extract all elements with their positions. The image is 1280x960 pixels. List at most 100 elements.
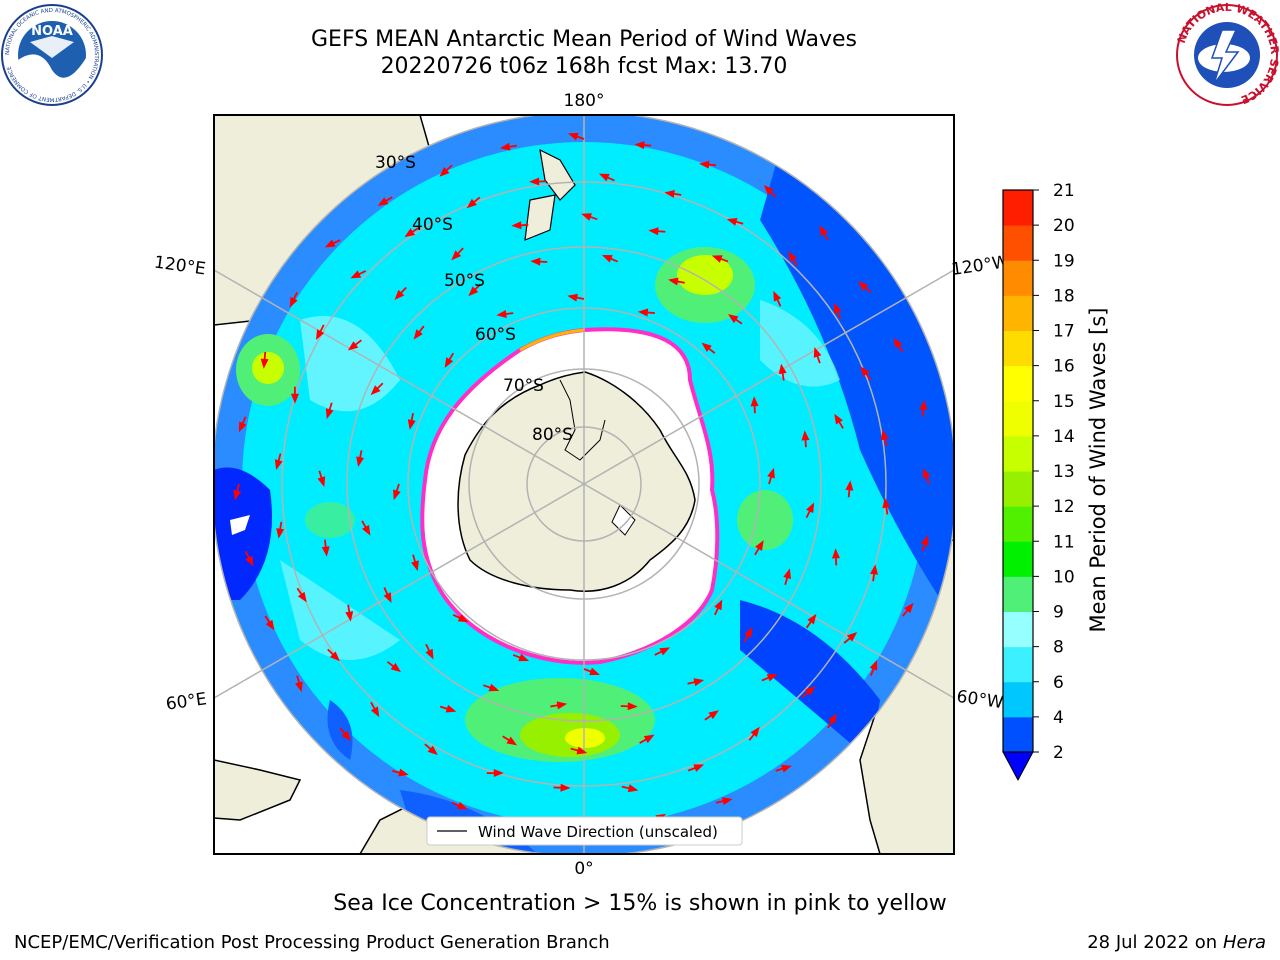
wind-arrow-head	[413, 329, 423, 340]
wind-arrow-head	[801, 430, 810, 441]
colorbar-tick-label: 6	[1053, 673, 1064, 693]
wind-arrow-head	[233, 489, 242, 501]
colorbar-tick-label: 4	[1053, 708, 1064, 728]
wind-arrow-head	[457, 614, 469, 623]
wind-arrow-head	[807, 613, 817, 625]
wind-arrow-head	[324, 239, 336, 248]
wind-arrow-head	[870, 564, 878, 575]
wind-arrow-head	[356, 456, 365, 468]
colorbar-swatch	[1003, 190, 1033, 226]
colorbar-tick-label: 20	[1053, 216, 1075, 236]
wind-arrow-head	[648, 227, 659, 236]
wind-arrow-head	[601, 254, 613, 263]
wind-arrow-head	[427, 745, 438, 756]
wind-arrow-head	[664, 189, 675, 198]
wind-arrow-head	[567, 132, 579, 141]
wind-arrow-head	[506, 736, 518, 746]
wind-arrow-head	[627, 702, 638, 711]
wind-arrow-head	[321, 546, 330, 557]
wind-arrow-head	[846, 632, 858, 642]
wind-arrow-head	[260, 358, 269, 369]
wind-arrow-head	[778, 363, 787, 375]
wind-arrow-head	[668, 277, 679, 286]
wind-arrow-head	[468, 286, 479, 297]
wind-arrow-head	[893, 337, 903, 349]
colorbar-tick-label: 12	[1053, 497, 1075, 517]
wind-arrow-head	[627, 784, 639, 793]
colorbar: 2 4 6 8 9 10 11 12 13 14 15 16 17 18 19 20 21	[1002, 181, 1075, 782]
wind-arrow-head	[295, 681, 303, 693]
nws-logo: NATIONAL WEATHER SERVICE	[1175, 1, 1280, 106]
wind-arrow-head	[726, 218, 738, 226]
lon-label-120e: 120°E	[153, 252, 207, 279]
colorbar-swatch	[1003, 576, 1033, 612]
lon-label-180: 180°	[564, 91, 605, 111]
wind-arrow-head	[488, 683, 500, 692]
wind-arrow-head	[881, 429, 889, 441]
colorbar-tick-label: 18	[1053, 286, 1075, 306]
lat-label-40s: 40°S	[412, 215, 453, 235]
wind-arrow-head	[805, 686, 816, 696]
wind-arrow-head	[274, 459, 283, 470]
colorbar-swatch	[1003, 471, 1033, 507]
wind-arrow-head	[806, 502, 815, 514]
wind-arrow-head	[857, 281, 869, 291]
wind-arrow-head	[869, 659, 878, 671]
wind-arrow-head	[407, 419, 416, 430]
wind-arrow-head	[444, 357, 454, 368]
wind-arrow-head	[845, 480, 854, 491]
wind-arrow-head	[589, 667, 600, 676]
wind-arrow-head	[634, 141, 645, 150]
lat-label-30s: 30°S	[375, 153, 416, 173]
wind-arrow-head	[289, 296, 298, 308]
colorbar-swatch	[1003, 646, 1033, 683]
wind-arrow-head	[834, 413, 843, 425]
wind-arrow-head	[922, 467, 931, 479]
wind-arrow-head	[383, 592, 392, 603]
wind-arrow-head	[556, 701, 568, 710]
wind-arrow-head	[511, 221, 522, 230]
lat-label-50s: 50°S	[444, 271, 485, 291]
wind-arrow-head	[643, 734, 655, 744]
wind-arrow-head	[276, 528, 285, 539]
wind-arrow-head	[860, 366, 870, 377]
wind-arrow-head	[659, 647, 671, 656]
wind-arrow-head	[766, 673, 778, 682]
wind-arrow-head	[819, 225, 828, 237]
wind-arrow-head	[425, 648, 434, 660]
colorbar-swatch	[1003, 506, 1033, 542]
colorbar-tick-label: 10	[1053, 567, 1075, 587]
colorbar-swatch	[1003, 365, 1033, 402]
wind-arrow-head	[265, 619, 275, 631]
noaa-logo-text: NOAA	[31, 24, 73, 39]
lon-label-60w: 60°W	[955, 687, 1004, 713]
colorbar-tick-label: 16	[1053, 357, 1075, 377]
wind-arrow-head	[904, 602, 914, 614]
colorbar-tick-label: 11	[1053, 532, 1075, 552]
sea-ice-caption: Sea Ice Concentration > 15% is shown in …	[333, 891, 947, 916]
wind-arrow-head	[919, 399, 928, 411]
footer-credit: NCEP/EMC/Verification Post Processing Pr…	[14, 932, 610, 953]
colorbar-swatch	[1003, 611, 1033, 648]
wind-arrow-head	[345, 611, 354, 622]
colorbar-tick-label: 13	[1053, 462, 1075, 482]
wind-arrow-head	[290, 393, 299, 404]
wind-arrow-head	[377, 197, 389, 206]
wind-arrow-head	[711, 255, 723, 263]
colorbar-swatch	[1003, 681, 1033, 718]
wind-arrow-head	[529, 177, 540, 186]
wind-arrow-head	[744, 627, 753, 638]
lon-label-0: 0°	[574, 859, 593, 879]
wind-arrow-head	[394, 289, 405, 300]
wind-arrow-head	[361, 524, 371, 536]
colorbar-under-triangle	[1002, 751, 1034, 782]
colorbar-tick-label: 15	[1053, 392, 1075, 412]
wind-arrow-head	[370, 385, 381, 396]
colorbar-tick-label: 19	[1053, 251, 1075, 271]
wind-arrow-head	[350, 270, 362, 279]
wind-arrow-head	[637, 308, 649, 317]
wind-arrow-head	[466, 198, 477, 209]
wind-arrow-head	[714, 599, 723, 611]
wind-arrow-head	[329, 651, 340, 662]
